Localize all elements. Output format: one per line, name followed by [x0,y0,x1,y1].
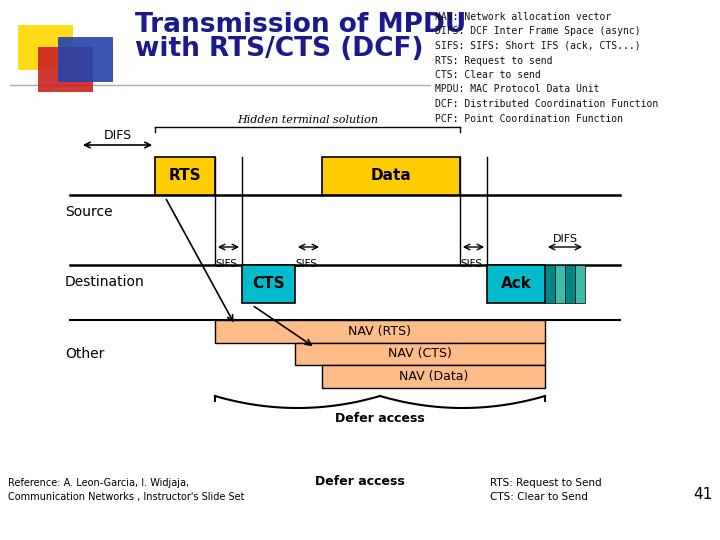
Bar [545,265,555,303]
Bar [487,265,545,303]
Text: Reference: A. Leon-Garcia, I. Widjaja,: Reference: A. Leon-Garcia, I. Widjaja, [8,478,189,488]
Text: DIFS: DIFS [104,129,132,142]
Text: Communication Networks , Instructor's Slide Set: Communication Networks , Instructor's Sl… [8,492,245,502]
Text: DCF: Distributed Coordination Function: DCF: Distributed Coordination Function [435,99,658,109]
Bar [242,265,295,303]
Text: NAV: Network allocation vector: NAV: Network allocation vector [435,12,611,22]
Text: NAV (RTS): NAV (RTS) [348,325,412,338]
Text: NAV (Data): NAV (Data) [399,370,468,383]
Text: Data: Data [371,168,411,184]
Text: SIFS: SIFS [215,259,237,269]
Bar [58,37,113,82]
Text: Hidden terminal solution: Hidden terminal solution [237,115,378,125]
Text: Transmission of MPDU: Transmission of MPDU [135,12,467,38]
Text: RTS: Request to send: RTS: Request to send [435,56,552,65]
Text: 41: 41 [693,487,712,502]
Text: Ack: Ack [500,276,531,292]
Text: SIFS: SIFS [295,259,317,269]
Text: NAV (CTS): NAV (CTS) [388,348,452,361]
Text: with RTS/CTS (DCF): with RTS/CTS (DCF) [135,36,423,62]
Text: RTS: RTS [168,168,202,184]
Text: CTS: CTS [252,276,285,292]
Bar [565,265,575,303]
Text: Other: Other [65,347,104,361]
Text: Defer access: Defer access [315,475,405,488]
Text: SIFS: SIFS [460,259,482,269]
Bar [322,366,545,388]
Text: DIFS: DIFS [552,234,577,244]
Bar [155,157,215,195]
Bar [215,320,545,343]
Bar [555,265,565,303]
Text: Defer access: Defer access [335,412,425,425]
Text: PCF: Point Coordination Function: PCF: Point Coordination Function [435,113,623,124]
Bar [38,47,93,92]
Bar [295,343,545,366]
Text: MPDU: MAC Protocol Data Unit: MPDU: MAC Protocol Data Unit [435,84,600,94]
Bar [322,157,460,195]
Text: Destination: Destination [65,275,145,289]
Text: CTS: Clear to Send: CTS: Clear to Send [490,492,588,502]
Text: CTS: Clear to send: CTS: Clear to send [435,70,541,80]
Text: RTS: Request to Send: RTS: Request to Send [490,478,602,488]
Text: Source: Source [65,205,112,219]
Bar [18,25,73,70]
Text: DIFS: DCF Inter Frame Space (async): DIFS: DCF Inter Frame Space (async) [435,26,641,37]
Text: SIFS: SIFS: Short IFS (ack, CTS...): SIFS: SIFS: Short IFS (ack, CTS...) [435,41,641,51]
Bar [575,265,585,303]
